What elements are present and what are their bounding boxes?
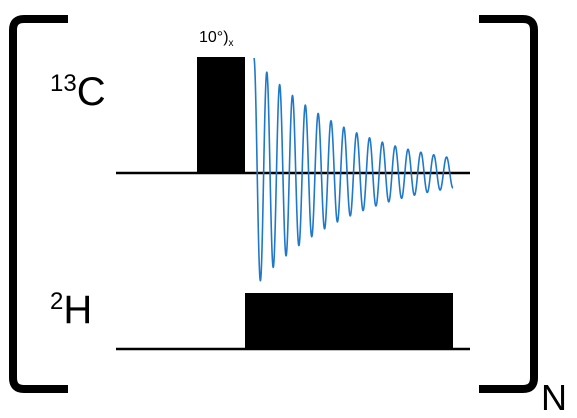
carbon-element: C <box>76 70 106 114</box>
pulse-angle: 10°) <box>199 29 229 46</box>
deuterium-decoupling-pulse <box>245 293 453 349</box>
pulse-angle-label: 10°)x <box>199 29 234 49</box>
fid-signal <box>253 57 454 282</box>
right-bracket <box>479 15 538 393</box>
carbon-channel-label: 13C <box>50 70 106 114</box>
carbon-mass-number: 13 <box>50 70 77 97</box>
deuterium-channel-label: 2H <box>50 288 93 332</box>
pulse-phase: x <box>228 38 234 49</box>
deuterium-element: H <box>63 288 93 332</box>
deuterium-mass-number: 2 <box>50 288 64 315</box>
carbon-excitation-pulse <box>197 57 245 173</box>
repeat-count-label: N <box>541 377 567 418</box>
left-bracket <box>9 15 68 393</box>
